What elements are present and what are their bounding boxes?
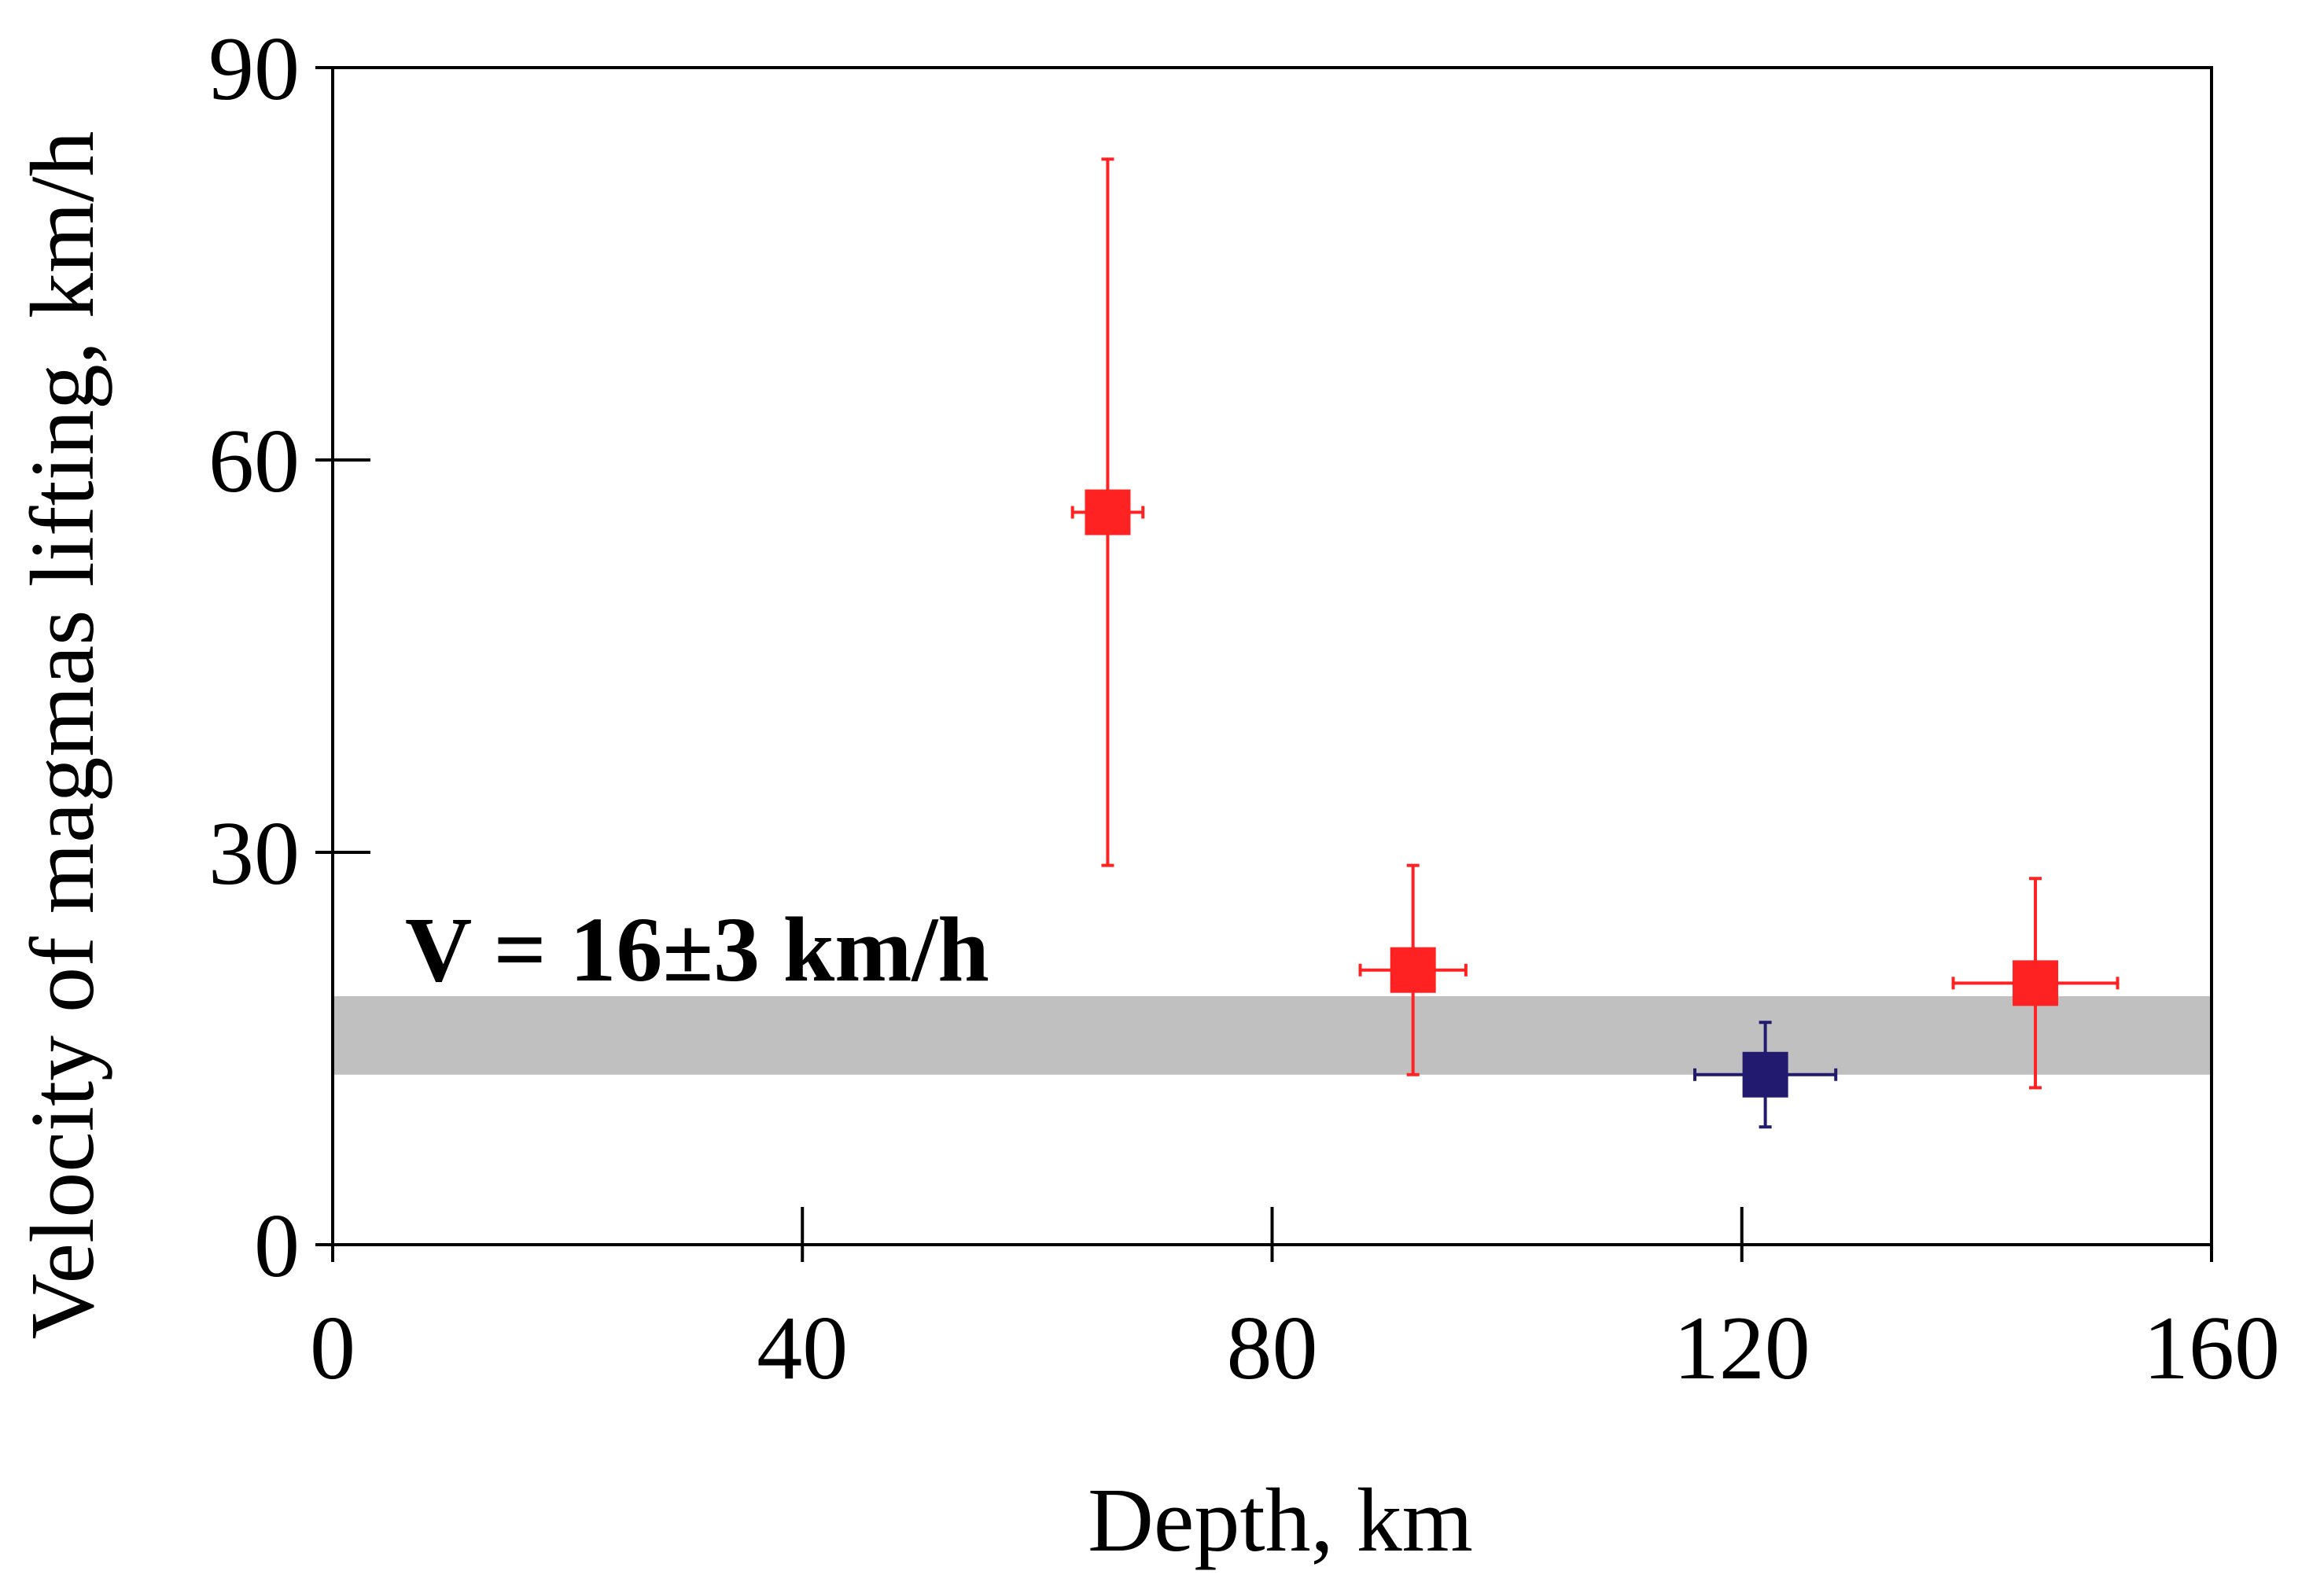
x-axis-title: Depth, km <box>1088 1470 1473 1571</box>
y-tick-label: 0 <box>254 1196 300 1297</box>
data-point-group <box>1070 157 1145 867</box>
data-point-marker <box>1742 1051 1788 1098</box>
data-point-marker <box>1085 489 1131 535</box>
y-tick-label: 30 <box>208 804 300 904</box>
data-points-layer <box>1070 157 2120 1129</box>
x-tick-label: 0 <box>310 1298 355 1399</box>
x-tick-label: 80 <box>1227 1298 1318 1399</box>
axes-layer <box>315 66 2213 1262</box>
y-tick-label: 60 <box>208 411 300 512</box>
y-axis-title: Velocity of magmas lifting, km/h <box>13 131 113 1340</box>
data-point-marker <box>2013 960 2059 1006</box>
labels-layer: Depth, km Velocity of magmas lifting, km… <box>13 19 2280 1571</box>
y-tick-label: 90 <box>208 19 300 120</box>
data-point-group <box>1693 1021 1838 1129</box>
data-point-marker <box>1390 947 1436 993</box>
data-point-group <box>1358 863 1468 1076</box>
band-annotation: V = 16±3 km/h <box>405 898 989 1001</box>
x-tick-label: 160 <box>2143 1298 2280 1399</box>
confidence-band-layer <box>333 995 2212 1075</box>
data-point-group <box>1951 877 2120 1090</box>
x-tick-label: 40 <box>757 1298 848 1399</box>
confidence-band <box>333 995 2212 1075</box>
x-tick-label: 120 <box>1674 1298 1810 1399</box>
